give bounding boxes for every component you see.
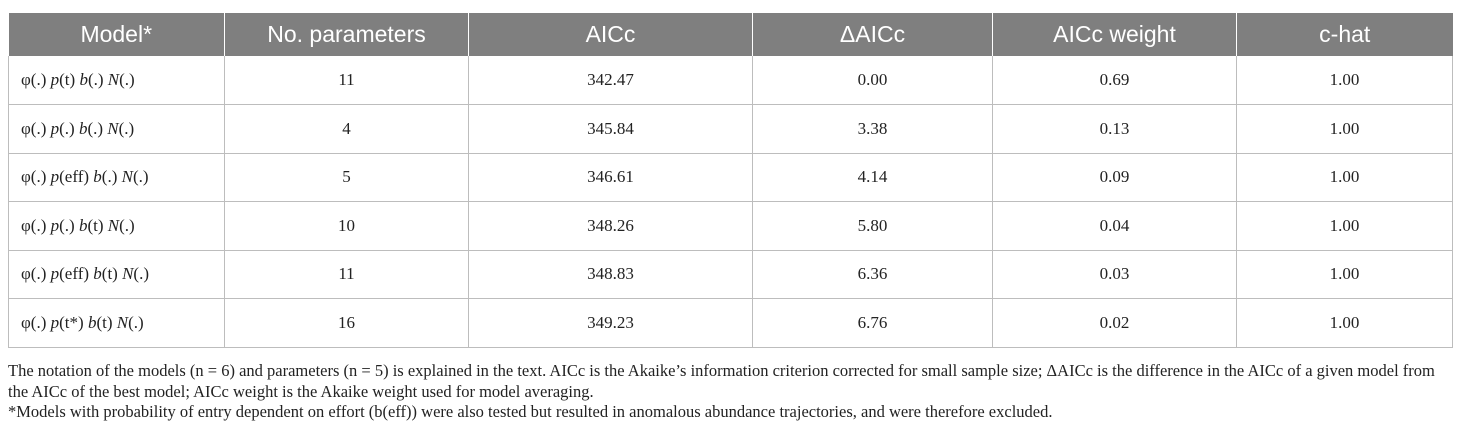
cell-model: φ(.) p(t) b(.) N(.) [8,56,225,105]
cell-params: 11 [224,250,469,299]
model-n-arg: (.) [128,312,144,332]
cell-aicc: 346.61 [468,153,753,202]
model-selection-table: Model* No. parameters AICc ΔAICc AICc we… [8,13,1453,348]
cell-c-hat: 1.00 [1236,201,1453,251]
cell-aicc: 348.83 [468,250,753,299]
cell-model: φ(.) p(eff) b(t) N(.) [8,250,225,299]
model-n-arg: (.) [118,118,135,138]
model-p: p [50,167,60,187]
cell-delta-aicc: 0.00 [752,56,993,105]
model-b-arg: (.) [101,167,122,187]
model-phi: φ(.) [21,118,51,138]
model-n: N [116,312,129,332]
model-p-arg: (.) [59,118,79,138]
cell-c-hat: 1.00 [1236,153,1453,202]
model-p-arg: (eff) [59,264,94,284]
cell-delta-aicc: 6.36 [752,250,993,299]
table-row: φ(.) p(t) b(.) N(.) 11 342.47 0.00 0.69 1.00 [8,56,1453,105]
header-c-hat: c-hat [1236,13,1453,56]
model-phi: φ(.) [21,312,51,332]
model-p: p [50,70,60,89]
footnote-notation: The notation of the models (n = 6) and p… [8,361,1435,401]
model-p-arg: (t*) [59,312,88,332]
cell-aicc: 349.23 [468,298,753,348]
cell-params: 11 [224,56,469,105]
model-b-arg: (t) [87,215,108,235]
cell-params: 4 [224,104,469,154]
cell-delta-aicc: 5.80 [752,201,993,251]
model-n-arg: (.) [133,264,149,284]
cell-c-hat: 1.00 [1236,298,1453,348]
model-b: b [93,264,102,284]
cell-params: 16 [224,298,469,348]
model-p: p [50,118,60,138]
cell-aicc-weight: 0.13 [992,104,1237,154]
model-p: p [50,215,60,235]
cell-aicc-weight: 0.04 [992,201,1237,251]
model-p-arg: (eff) [59,167,94,187]
model-phi: φ(.) [21,167,51,187]
cell-model: φ(.) p(.) b(t) N(.) [8,201,225,251]
cell-aicc: 348.26 [468,201,753,251]
cell-model: φ(.) p(t*) b(t) N(.) [8,298,225,348]
header-delta-aicc: ΔAICc [752,13,993,56]
model-n: N [121,167,133,187]
header-aicc-weight: AICc weight [992,13,1237,56]
model-p-arg: (.) [59,215,79,235]
cell-delta-aicc: 6.76 [752,298,993,348]
model-b-arg: (t) [101,264,123,284]
model-n-arg: (.) [119,215,135,235]
cell-aicc: 345.84 [468,104,753,154]
model-n-arg: (.) [132,167,149,187]
header-model: Model* [8,13,225,56]
header-no-parameters: No. parameters [224,13,469,56]
model-p: p [50,264,60,284]
cell-aicc-weight: 0.02 [992,298,1237,348]
cell-delta-aicc: 3.38 [752,104,993,154]
model-n: N [107,215,120,235]
table-footnotes: The notation of the models (n = 6) and p… [8,361,1452,423]
model-phi: φ(.) [21,264,51,284]
model-b: b [87,312,97,332]
cell-delta-aicc: 4.14 [752,153,993,202]
cell-params: 10 [224,201,469,251]
cell-aicc-weight: 0.03 [992,250,1237,299]
model-n: N [122,264,134,284]
model-b: b [78,118,88,138]
model-phi: φ(.) [21,215,51,235]
table-row: φ(.) p(eff) b(t) N(.) 11 348.83 6.36 0.03 1.0… [8,250,1453,299]
cell-model: φ(.) p(.) b(.) N(.) [8,104,225,154]
cell-c-hat: 1.00 [1236,104,1453,154]
model-p: p [50,312,60,332]
cell-model: φ(.) p(eff) b(.) N(.) [8,153,225,202]
table-header-row: Model* No. parameters AICc ΔAICc AICc we… [8,13,1453,56]
table-row: φ(.) p(t*) b(t) N(.) 16 349.23 6.76 0.02 1.00 [8,298,1453,348]
model-n: N [107,70,120,89]
model-n-arg: (.) [119,70,135,89]
model-b-arg: (t) [96,312,117,332]
model-n: N [107,118,119,138]
cell-aicc-weight: 0.69 [992,56,1237,105]
footnote-asterisk: *Models with probability of entry depend… [8,402,1053,421]
table-row: φ(.) p(.) b(t) N(.) 10 348.26 5.80 0.04 1.00 [8,201,1453,251]
cell-params: 5 [224,153,469,202]
cell-aicc: 342.47 [468,56,753,105]
model-b: b [79,70,88,89]
table-row: φ(.) p(eff) b(.) N(.) 5 346.61 4.14 0.09 1.00 [8,153,1453,202]
model-b-arg: (.) [87,70,108,89]
cell-aicc-weight: 0.09 [992,153,1237,202]
cell-c-hat: 1.00 [1236,250,1453,299]
model-b: b [93,167,102,187]
results-table-container: Model* No. parameters AICc ΔAICc AICc we… [8,13,1453,348]
model-phi: φ(.) [21,70,51,89]
model-b: b [78,215,88,235]
model-b-arg: (.) [87,118,108,138]
header-aicc: AICc [468,13,753,56]
model-p-arg: (t) [59,70,80,89]
table-row: φ(.) p(.) b(.) N(.) 4 345.84 3.38 0.13 1.00 [8,104,1453,154]
cell-c-hat: 1.00 [1236,56,1453,105]
